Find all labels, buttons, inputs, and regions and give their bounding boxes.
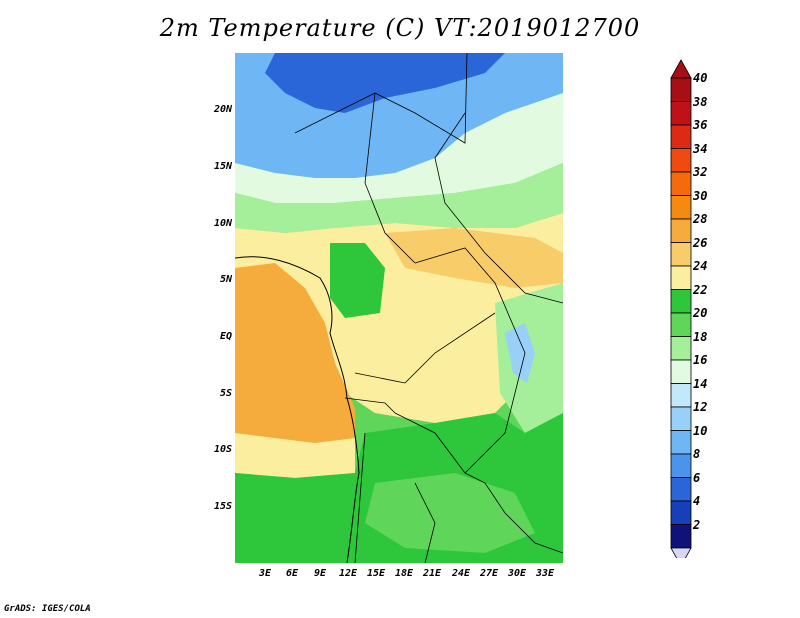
colorbar-level-label: 22	[693, 282, 708, 297]
country-borders	[294, 53, 563, 563]
colorbar-segment	[670, 524, 692, 549]
lon-label: 21E	[422, 568, 442, 579]
colorbar-segment	[670, 195, 692, 220]
region-lakes-blue	[505, 323, 535, 383]
colorbar-segment	[670, 359, 692, 384]
colorbar-level-label: 2	[693, 517, 701, 532]
colorbar-level-label: 26	[693, 235, 708, 250]
colorbar-segment	[670, 312, 692, 337]
lon-label: 33E	[535, 568, 555, 579]
chart-title: 2m Temperature (C) VT:2019012700	[159, 14, 641, 42]
colorbar-level-label: 18	[693, 329, 708, 344]
lon-label: 18E	[394, 568, 414, 579]
colorbar-bottom-arrow	[670, 547, 692, 558]
colorbar-segment	[670, 453, 692, 478]
colorbar-segment	[670, 430, 692, 455]
colorbar-level-label: 10	[693, 423, 708, 438]
lon-label: 15E	[366, 568, 386, 579]
colorbar-segment	[670, 383, 692, 408]
colorbar-level-label: 30	[693, 188, 708, 203]
colorbar-level-label: 36	[693, 118, 708, 132]
coastline	[235, 256, 360, 563]
lat-label: 5S	[219, 388, 232, 399]
lon-label: 12E	[338, 568, 358, 579]
colorbar-level-label: 16	[693, 353, 708, 367]
colorbar-segment	[670, 477, 692, 502]
colorbar-level-label: 20	[693, 306, 708, 320]
colorbar-top-arrow	[670, 59, 692, 79]
colorbar-segment	[670, 101, 692, 126]
region-sahel-green	[235, 163, 563, 233]
lat-label: 20N	[213, 104, 232, 115]
lon-label: 9E	[313, 568, 327, 579]
colorbar-segment	[670, 500, 692, 525]
colorbar-level-label: 12	[693, 400, 708, 414]
region-gulf-orange	[235, 263, 355, 443]
region-gulf-yellow	[235, 433, 355, 478]
lon-label: 24E	[451, 568, 471, 579]
colorbar-level-label: 24	[693, 259, 708, 273]
colorbar-segment	[670, 148, 692, 173]
colorbar-level-label: 14	[693, 376, 708, 391]
colorbar-segment	[670, 242, 692, 267]
colorbar-level-label: 4	[693, 494, 701, 508]
colorbar-segment	[670, 406, 692, 431]
colorbar-level-label: 34	[693, 141, 708, 156]
lon-label: 27E	[479, 568, 499, 579]
lat-label: EQ	[219, 331, 232, 342]
colorbar-segment	[670, 218, 692, 243]
colorbar-segment	[670, 77, 692, 102]
lon-label: 30E	[507, 568, 527, 579]
colorbar-segment	[670, 336, 692, 361]
colorbar-level-label: 38	[693, 94, 708, 109]
lon-label: 3E	[258, 568, 272, 579]
colorbar-segment	[670, 265, 692, 290]
lat-label: 15N	[213, 161, 232, 172]
lat-label: 5N	[219, 274, 232, 285]
lat-label: 15S	[213, 501, 232, 512]
lon-label: 6E	[285, 568, 299, 579]
credit-text: GrADS: IGES/COLA	[4, 604, 91, 614]
colorbar-level-label: 6	[693, 470, 701, 485]
lat-label: 10S	[213, 444, 232, 455]
region-cameroon-green	[330, 243, 385, 318]
colorbar-level-label: 8	[693, 447, 701, 461]
colorbar-segment	[670, 289, 692, 314]
colorbar-level-label: 32	[693, 165, 708, 179]
region-north-light	[235, 93, 563, 203]
colorbar-level-label: 28	[693, 212, 708, 226]
colorbar-level-label: 40	[693, 71, 708, 85]
region-sahara-coldest	[265, 53, 505, 113]
temperature-map	[235, 53, 563, 563]
colorbar-segment	[670, 171, 692, 196]
lat-label: 10N	[213, 218, 232, 229]
colorbar	[670, 59, 692, 558]
region-south-light	[365, 473, 535, 553]
colorbar-segment	[670, 124, 692, 149]
